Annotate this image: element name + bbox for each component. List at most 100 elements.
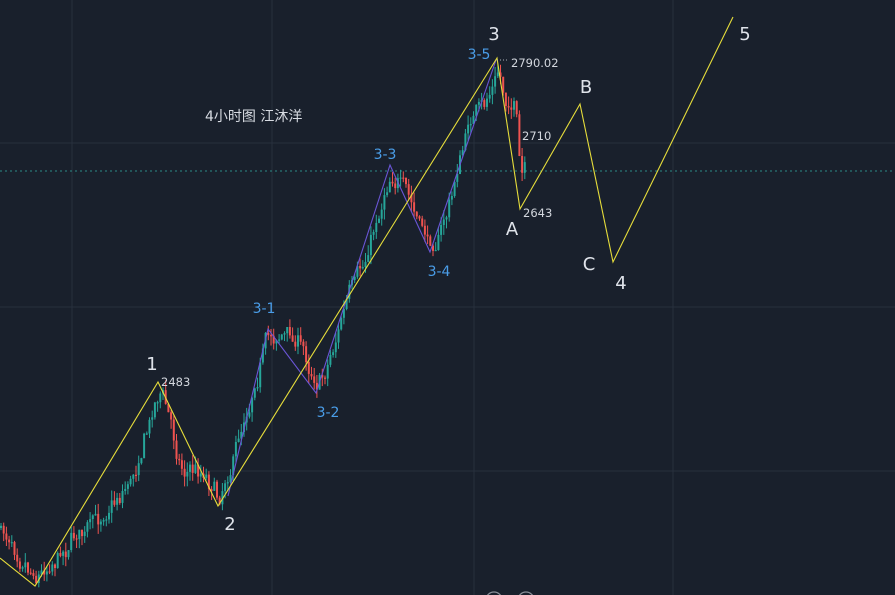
- candle-body-110: [297, 335, 299, 347]
- candle-body-22: [59, 553, 62, 556]
- candle-body-28: [75, 538, 78, 540]
- candle-body-33: [89, 519, 92, 523]
- candle-body-150: [405, 178, 407, 185]
- candle-body-7: [18, 561, 21, 569]
- candle-body-106: [286, 327, 289, 334]
- candle-body-114: [307, 362, 310, 374]
- candle-body-68: [183, 468, 186, 477]
- candle-body-99: [267, 333, 270, 336]
- sub-wave-label-3-1: 3-1: [253, 301, 276, 317]
- candle-body-34: [91, 515, 94, 519]
- candle-body-58: [156, 402, 159, 404]
- candle-body-169: [456, 174, 459, 182]
- candle-body-37: [99, 521, 102, 525]
- tool-circle-icon-2[interactable]: [518, 591, 534, 595]
- candle-body-167: [450, 196, 453, 200]
- candle-body-137: [369, 234, 372, 256]
- candle-body-86: [232, 456, 235, 476]
- candle-body-157: [423, 225, 426, 235]
- candle-body-176: [475, 104, 478, 116]
- candle-body-100: [270, 335, 272, 337]
- tool-circle-icon[interactable]: [486, 591, 502, 595]
- candle-body-36: [97, 513, 100, 525]
- candle-body-0: [0, 525, 2, 528]
- candle-body-172: [464, 133, 467, 151]
- candle-body-109: [294, 341, 297, 347]
- candle-body-108: [291, 335, 294, 342]
- candle-body-41: [110, 500, 113, 513]
- candle-body-56: [151, 417, 154, 420]
- candle-body-2: [5, 533, 8, 540]
- candle-body-105: [283, 333, 286, 335]
- candle-body-32: [86, 522, 89, 532]
- candle-body-127: [342, 309, 345, 318]
- candle-body-92: [248, 412, 251, 417]
- candle-body-111: [299, 335, 302, 342]
- candle-body-1: [2, 525, 5, 534]
- candle-body-145: [391, 181, 394, 184]
- candle-body-77: [207, 474, 210, 490]
- candle-body-115: [310, 374, 313, 377]
- candle-body-139: [375, 222, 378, 232]
- candle-body-44: [118, 497, 121, 503]
- bottom-toolbar[interactable]: [486, 591, 534, 595]
- candle-body-30: [81, 529, 83, 537]
- candle-body-38: [102, 520, 105, 522]
- candle-body-65: [175, 440, 178, 459]
- candle-body-162: [437, 234, 440, 250]
- sub-wave-line: [227, 59, 497, 497]
- candle-body-19: [51, 564, 54, 572]
- sub-wave-label-3-4: 3-4: [428, 264, 451, 280]
- candle-body-24: [64, 551, 67, 558]
- candle-body-191: [515, 101, 518, 115]
- candle-body-192: [518, 114, 521, 156]
- candle-body-113: [305, 346, 308, 363]
- candle-body-83: [224, 483, 227, 492]
- candle-body-135: [364, 261, 367, 267]
- candle-body-40: [108, 512, 110, 520]
- candle-body-168: [453, 181, 456, 196]
- candle-body-174: [469, 124, 472, 126]
- candle-body-173: [467, 124, 470, 134]
- candle-body-152: [410, 194, 413, 203]
- candle-body-164: [442, 219, 445, 225]
- candle-body-94: [253, 388, 256, 398]
- candle-body-69: [186, 471, 189, 477]
- candle-body-25: [67, 550, 70, 558]
- wave-label-4: 4: [615, 273, 626, 294]
- wave-label-A: A: [506, 219, 519, 240]
- price-label-2790-02: 2790.02: [511, 56, 559, 70]
- price-label-2483: 2483: [161, 375, 190, 389]
- candle-body-97: [261, 348, 264, 363]
- candle-body-146: [394, 183, 397, 189]
- candle-body-116: [313, 376, 316, 383]
- candle-body-17: [45, 571, 48, 575]
- candle-body-8: [21, 567, 24, 569]
- candle-body-165: [445, 217, 448, 220]
- candle-body-102: [275, 340, 278, 344]
- candle-body-31: [83, 531, 86, 536]
- wave-label-3: 3: [488, 24, 499, 45]
- candle-body-154: [415, 211, 418, 217]
- candle-body-74: [199, 473, 202, 477]
- candle-body-88: [237, 438, 240, 442]
- candle-body-133: [359, 265, 362, 269]
- candle-body-81: [218, 497, 221, 505]
- candle-body-96: [259, 362, 262, 388]
- sub-wave-label-3-3: 3-3: [374, 147, 397, 163]
- candle-body-12: [32, 573, 35, 576]
- candle-body-125: [337, 329, 340, 343]
- candle-body-126: [340, 317, 343, 330]
- candle-body-153: [413, 202, 416, 212]
- candle-body-72: [194, 464, 197, 473]
- candle-body-120: [324, 377, 326, 379]
- candle-body-50: [135, 474, 137, 476]
- candle-body-141: [380, 209, 383, 219]
- candle-body-119: [321, 374, 324, 378]
- candle-body-51: [137, 463, 140, 476]
- candle-body-193: [521, 156, 524, 173]
- candle-body-103: [278, 339, 281, 341]
- candle-body-70: [189, 464, 191, 472]
